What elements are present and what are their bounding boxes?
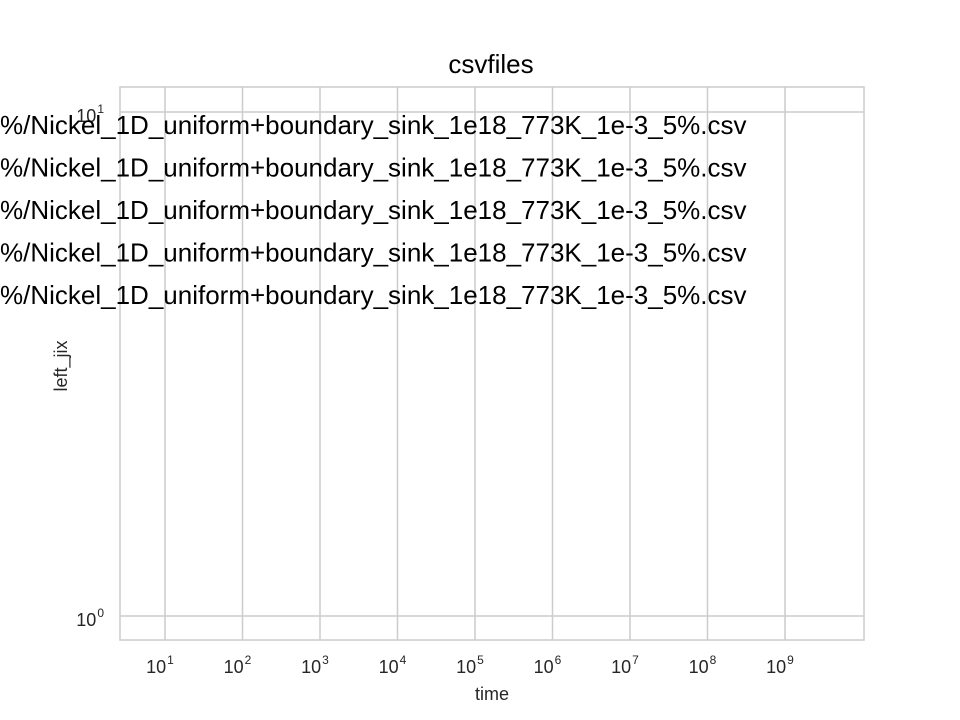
legend-entry: %/Nickel_1D_uniform+boundary_sink_1e18_7… <box>0 153 747 183</box>
x-tick-exponent: 5 <box>477 653 484 667</box>
y-tick-exponent: 1 <box>97 102 104 116</box>
x-tick-base: 10 <box>534 657 554 677</box>
x-tick-label: 109 <box>766 653 794 677</box>
x-tick-label: 102 <box>224 653 252 677</box>
x-tick-label: 105 <box>456 653 484 677</box>
x-tick-label: 106 <box>534 653 562 677</box>
y-tick-label: 101 <box>76 102 104 126</box>
x-tick-base: 10 <box>146 657 166 677</box>
legend-entry: %/Nickel_1D_uniform+boundary_sink_1e18_7… <box>0 195 747 225</box>
legend: %/Nickel_1D_uniform+boundary_sink_1e18_7… <box>0 110 747 310</box>
x-tick-labels: 101 102 103 104 105 106 107 108 109 <box>146 653 794 677</box>
legend-entry: %/Nickel_1D_uniform+boundary_sink_1e18_7… <box>0 238 747 268</box>
x-tick-exponent: 6 <box>555 653 562 667</box>
x-tick-base: 10 <box>379 657 399 677</box>
grid-layer <box>120 87 864 640</box>
legend-entry: %/Nickel_1D_uniform+boundary_sink_1e18_7… <box>0 110 747 140</box>
x-tick-label: 108 <box>689 653 717 677</box>
x-tick-exponent: 7 <box>632 653 639 667</box>
y-axis-label: left_jix <box>51 340 72 391</box>
x-tick-base: 10 <box>611 657 631 677</box>
x-tick-base: 10 <box>766 657 786 677</box>
x-tick-exponent: 2 <box>245 653 252 667</box>
x-tick-base: 10 <box>301 657 321 677</box>
x-tick-label: 101 <box>146 653 174 677</box>
x-tick-base: 10 <box>689 657 709 677</box>
x-tick-base: 10 <box>456 657 476 677</box>
x-axis-label: time <box>475 684 509 704</box>
x-tick-base: 10 <box>224 657 244 677</box>
x-tick-label: 104 <box>379 653 407 677</box>
y-tick-base: 10 <box>76 610 96 630</box>
legend-entry: %/Nickel_1D_uniform+boundary_sink_1e18_7… <box>0 280 747 310</box>
x-tick-exponent: 9 <box>787 653 794 667</box>
x-tick-label: 107 <box>611 653 639 677</box>
x-tick-exponent: 1 <box>167 653 174 667</box>
x-tick-exponent: 3 <box>322 653 329 667</box>
plot-frame <box>119 86 865 641</box>
x-tick-label: 103 <box>301 653 329 677</box>
chart-title: csvfiles <box>448 49 533 79</box>
x-tick-exponent: 4 <box>400 653 407 667</box>
x-tick-exponent: 8 <box>710 653 717 667</box>
y-tick-label: 100 <box>76 606 104 630</box>
y-tick-exponent: 0 <box>97 606 104 620</box>
y-tick-base: 10 <box>76 106 96 126</box>
